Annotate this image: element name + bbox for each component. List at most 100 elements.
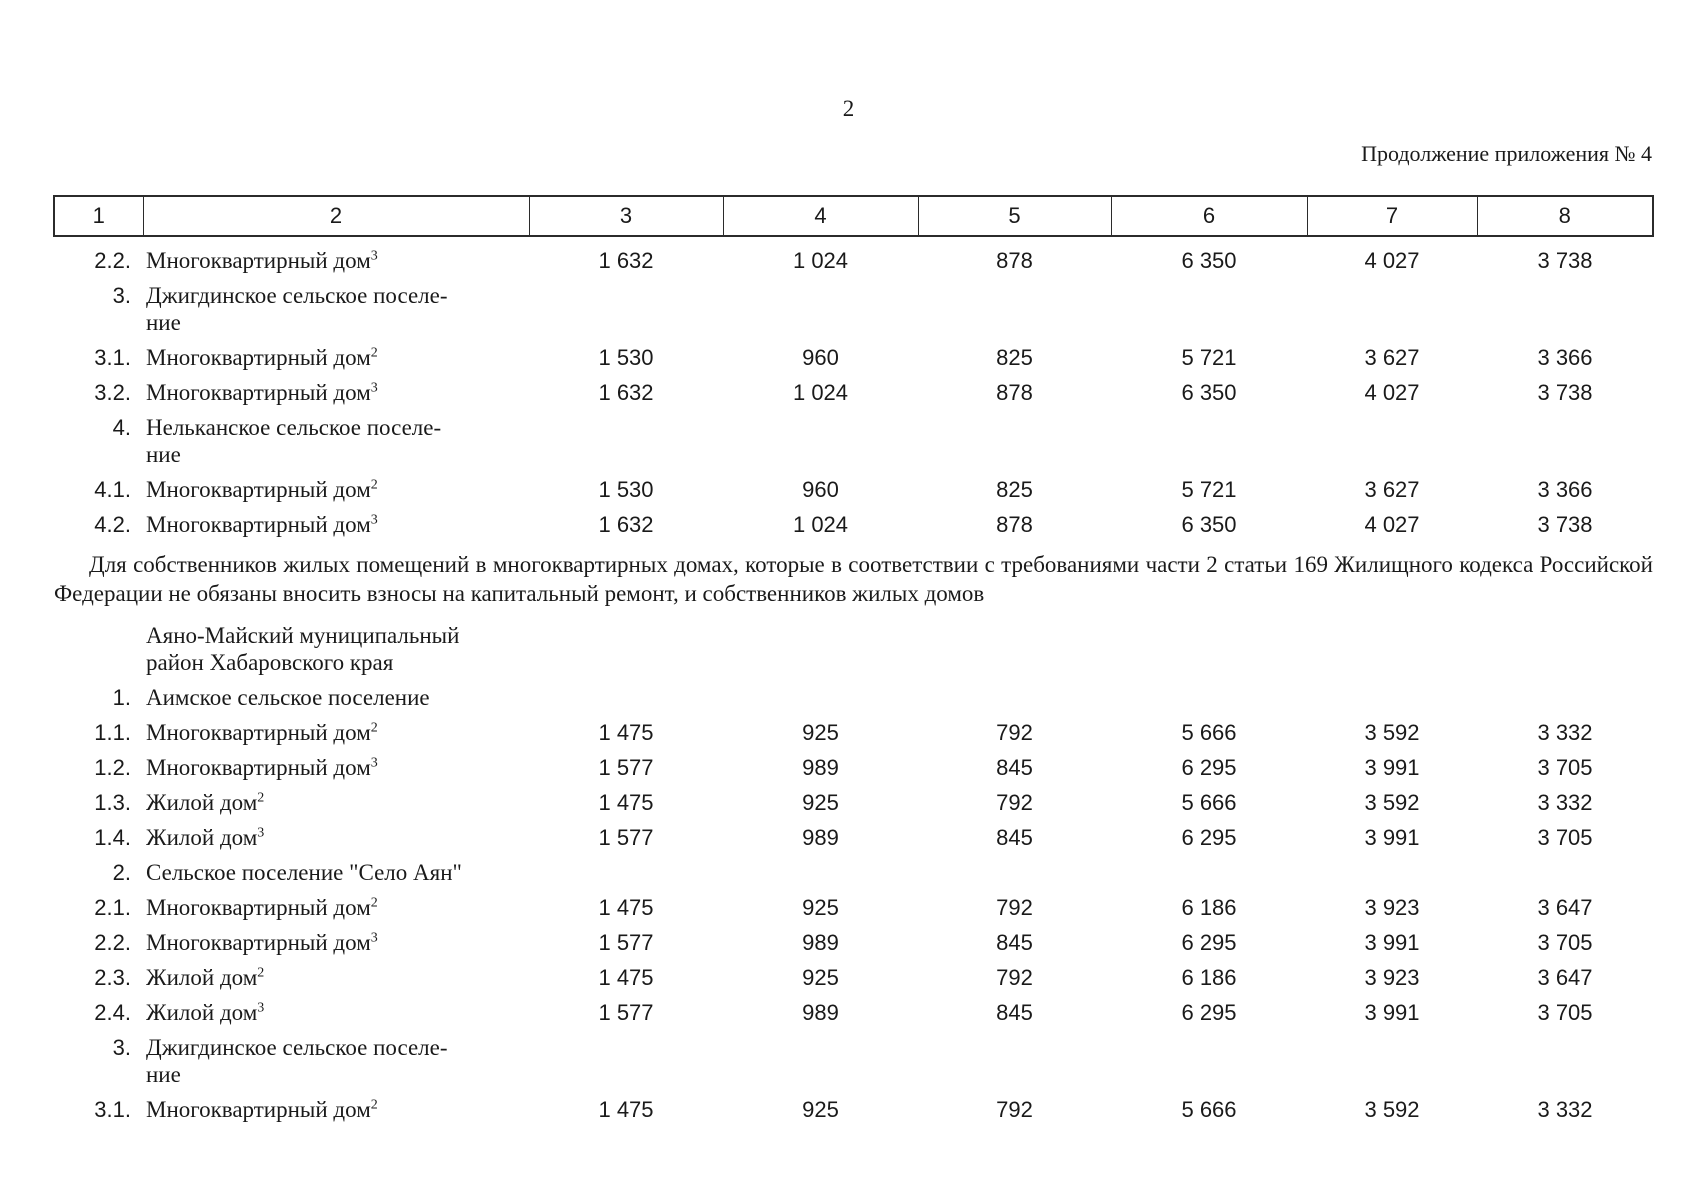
value-cell: 3 705 <box>1537 825 1593 850</box>
value-cell <box>1477 1030 1653 1092</box>
value-cell: 3 738 <box>1537 380 1593 405</box>
value-cell: 845 <box>996 1000 1033 1025</box>
value-cell: 3 592 <box>1364 790 1420 815</box>
value-cell <box>1307 680 1477 715</box>
value-cell <box>1307 278 1477 340</box>
row-number-cell: 4.1. <box>94 477 131 502</box>
row-number-cell: 3. <box>112 283 131 308</box>
value-cell <box>1111 855 1307 890</box>
column-header: 6 <box>1110 195 1308 237</box>
row-label-cell: Джигдинское сельское поселе- ние <box>143 278 529 340</box>
footnote-superscript: 2 <box>257 790 265 806</box>
column-header: 2 <box>142 195 530 237</box>
value-cell: 3 923 <box>1364 895 1420 920</box>
continuation-label: Продолжение приложения № 4 <box>1361 141 1652 166</box>
table-row: 3. Джигдинское сельское поселе- ние <box>54 278 1653 340</box>
row-label-cell: Многоквартирный дом2 <box>143 1092 529 1127</box>
value-cell: 3 705 <box>1537 755 1593 780</box>
row-number-cell: 1.2. <box>94 755 131 780</box>
row-label-text: Жилой дом <box>146 1000 258 1025</box>
row-number-cell: 3.2. <box>94 380 131 405</box>
value-cell: 878 <box>996 512 1033 537</box>
value-cell: 6 350 <box>1181 512 1237 537</box>
row-number-cell <box>54 618 143 680</box>
value-cell: 3 592 <box>1364 1097 1420 1122</box>
table-row: 4. Нельканское сельское поселе- ние <box>54 410 1653 472</box>
note-row: Для собственников жилых помещений в мног… <box>54 542 1653 618</box>
value-cell: 878 <box>996 248 1033 273</box>
footnote-superscript: 2 <box>257 965 265 981</box>
value-cell <box>1477 278 1653 340</box>
table-body: 2.2. Многоквартирный дом3 1 632 1 024 878 6 3… <box>54 236 1653 1127</box>
value-cell <box>918 278 1111 340</box>
value-cell: 989 <box>802 825 839 850</box>
row-label-text: Многоквартирный дом <box>146 477 371 502</box>
value-cell: 1 577 <box>598 930 654 955</box>
table-row: 1. Аимское сельское поселение <box>54 680 1653 715</box>
value-cell: 792 <box>996 790 1033 815</box>
row-label-cell: Многоквартирный дом2 <box>143 472 529 507</box>
value-cell: 3 705 <box>1537 930 1593 955</box>
value-cell: 6 186 <box>1181 965 1237 990</box>
row-label-cell: Жилой дом2 <box>143 785 529 820</box>
row-label-cell: Многоквартирный дом2 <box>143 715 529 750</box>
row-label-cell: Многоквартирный дом3 <box>143 750 529 785</box>
value-cell: 960 <box>802 345 839 370</box>
footnote-superscript: 3 <box>370 755 378 771</box>
row-label-cell: Многоквартирный дом3 <box>143 375 529 410</box>
row-label-cell: Многоквартирный дом2 <box>143 340 529 375</box>
value-cell: 6 295 <box>1181 825 1237 850</box>
value-cell: 3 332 <box>1537 1097 1593 1122</box>
row-number-cell: 4. <box>112 415 131 440</box>
value-cell: 1 024 <box>792 380 849 405</box>
value-cell: 6 295 <box>1181 755 1237 780</box>
value-cell: 792 <box>996 895 1033 920</box>
value-cell: 5 721 <box>1181 477 1237 502</box>
row-label-cell: Нельканское сельское поселе- ние <box>143 410 529 472</box>
value-cell: 878 <box>996 380 1033 405</box>
row-number-cell: 1.3. <box>94 790 131 815</box>
value-cell: 3 991 <box>1364 1000 1420 1025</box>
footnote-superscript: 3 <box>370 930 378 946</box>
value-cell: 1 475 <box>598 1097 654 1122</box>
table-row: 1.3. Жилой дом2 1 475 925 792 5 666 3 592 3 332 <box>54 785 1653 820</box>
row-label-cell: Сельское поселение "Село Аян" <box>143 855 529 890</box>
row-label-cell: Многоквартирный дом2 <box>143 890 529 925</box>
row-label-text: Многоквартирный дом <box>146 512 371 537</box>
value-cell: 1 475 <box>598 790 654 815</box>
row-label-cell: Аяно-Майский муниципальный район Хабаров… <box>143 618 529 680</box>
row-number-cell: 2.2. <box>94 930 131 955</box>
value-cell: 925 <box>802 790 839 815</box>
value-cell <box>1307 855 1477 890</box>
value-cell <box>918 618 1111 680</box>
row-number-cell: 1.4. <box>94 825 131 850</box>
row-number-cell: 3.1. <box>94 1097 131 1122</box>
value-cell <box>1477 680 1653 715</box>
value-cell: 1 024 <box>792 248 849 273</box>
row-label-cell: Джигдинское сельское поселе- ние <box>143 1030 529 1092</box>
row-label-text: Аимское сельское поселение <box>146 685 430 710</box>
row-label-text: Многоквартирный дом <box>146 1097 371 1122</box>
value-cell: 792 <box>996 1097 1033 1122</box>
row-number-cell: 2.3. <box>94 965 131 990</box>
value-cell: 1 475 <box>598 965 654 990</box>
value-cell <box>1477 855 1653 890</box>
value-cell: 3 627 <box>1364 477 1420 502</box>
value-cell: 825 <box>996 345 1033 370</box>
row-label-text: Многоквартирный дом <box>146 380 371 405</box>
value-cell <box>723 680 918 715</box>
value-cell: 1 024 <box>792 512 849 537</box>
value-cell: 6 295 <box>1181 1000 1237 1025</box>
table-row: 2.3. Жилой дом2 1 475 925 792 6 186 3 923 3 647 <box>54 960 1653 995</box>
value-cell: 845 <box>996 755 1033 780</box>
value-cell: 3 991 <box>1364 755 1420 780</box>
value-cell <box>1111 410 1307 472</box>
value-cell: 3 991 <box>1364 825 1420 850</box>
row-label-text: Жилой дом <box>146 965 258 990</box>
value-cell: 6 350 <box>1181 380 1237 405</box>
value-cell <box>723 618 918 680</box>
column-header: 3 <box>528 195 724 237</box>
value-cell: 1 632 <box>598 248 654 273</box>
row-label-cell: Жилой дом2 <box>143 960 529 995</box>
